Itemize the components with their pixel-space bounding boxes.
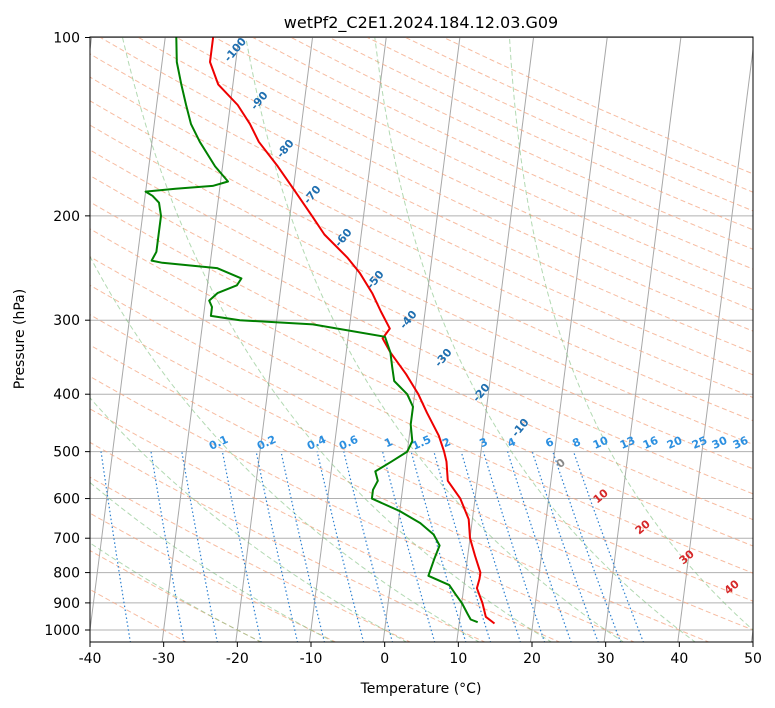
mixing-ratio-line bbox=[316, 451, 365, 642]
x-tick-label: 40 bbox=[670, 651, 688, 667]
y-tick-label: 400 bbox=[53, 387, 80, 403]
mixing-ratio-line bbox=[181, 451, 218, 642]
temperature-profile-line bbox=[209, 37, 496, 625]
dry-adiabat-line bbox=[90, 441, 486, 642]
x-tick-label: 30 bbox=[597, 651, 615, 667]
dry-adiabat-line bbox=[90, 228, 753, 547]
y-tick-label: 500 bbox=[53, 445, 80, 461]
isotherm-line bbox=[235, 37, 314, 642]
x-tick-label: 20 bbox=[523, 651, 541, 667]
dry-adiabat-line bbox=[90, 549, 262, 642]
x-axis: -40 -30 -20 -10 0 10 20 30 40 50 bbox=[79, 642, 762, 667]
mixing-ratio-label: 16 bbox=[641, 434, 661, 452]
y-tick-label: 600 bbox=[53, 492, 80, 508]
dry-adiabat-line bbox=[90, 149, 753, 470]
moist-adiabat-line bbox=[374, 37, 696, 642]
mixing-ratio-label: 10 bbox=[591, 434, 611, 452]
mixing-ratio-label: 30 bbox=[710, 434, 730, 452]
mixing-ratio-line bbox=[280, 451, 325, 642]
isotherm-line bbox=[90, 37, 166, 634]
y-tick-label: 1000 bbox=[44, 623, 80, 639]
isotherm-line bbox=[382, 37, 461, 642]
mixing-ratio-label: 13 bbox=[618, 434, 637, 452]
x-tick-label: -40 bbox=[79, 651, 102, 667]
isotherm-line bbox=[161, 37, 240, 642]
background-lines bbox=[90, 37, 753, 642]
mixing-ratio-line bbox=[531, 451, 599, 642]
y-tick-label: 800 bbox=[53, 566, 80, 582]
x-tick-label: -30 bbox=[152, 651, 175, 667]
x-tick-label: 50 bbox=[744, 651, 762, 667]
dry-adiabat-line bbox=[90, 201, 753, 521]
mixing-ratio-line bbox=[482, 451, 546, 642]
dry-adiabat-line bbox=[214, 37, 753, 290]
mixing-ratio-line bbox=[433, 451, 492, 642]
x-tick-label: 0 bbox=[380, 651, 389, 667]
dry-adiabat-line bbox=[176, 37, 753, 311]
dry-adiabat-line bbox=[100, 37, 753, 354]
y-axis: 100 200 300 400 500 600 700 800 900 1000 bbox=[44, 31, 90, 639]
dry-adiabat-line bbox=[90, 588, 188, 642]
y-axis-title: Pressure (hPa) bbox=[12, 289, 28, 389]
y-tick-label: 100 bbox=[53, 31, 80, 47]
mixing-ratio-line bbox=[552, 451, 622, 642]
mixing-ratio-line bbox=[382, 451, 436, 642]
isotherm-line bbox=[750, 626, 753, 642]
isotherm-line bbox=[677, 45, 753, 642]
plot-frame bbox=[89, 36, 754, 643]
y-tick-label: 900 bbox=[53, 596, 80, 612]
mixing-ratio-line bbox=[572, 451, 645, 642]
moist-adiabat-line bbox=[245, 37, 625, 642]
isotherm-line bbox=[529, 37, 608, 642]
mixing-ratio-line bbox=[221, 451, 262, 642]
dry-adiabat-line bbox=[90, 284, 753, 602]
mixing-ratio-label: 20 bbox=[665, 434, 685, 452]
dry-adiabat-line bbox=[90, 314, 753, 631]
dry-adiabat-line bbox=[90, 408, 561, 642]
mixing-ratio-line bbox=[100, 451, 131, 642]
mixing-ratio-line bbox=[343, 451, 394, 642]
y-tick-label: 700 bbox=[53, 531, 80, 547]
mixing-ratio-line bbox=[410, 451, 467, 642]
mixing-ratio-line bbox=[460, 451, 521, 642]
y-tick-label: 300 bbox=[53, 313, 80, 329]
moist-adiabat-line bbox=[90, 542, 262, 642]
moist-adiabat-line bbox=[90, 397, 408, 642]
mixing-ratio-line bbox=[507, 451, 572, 642]
x-tick-label: 10 bbox=[449, 651, 467, 667]
moist-adiabat-line bbox=[90, 255, 480, 642]
dry-adiabat-line bbox=[90, 124, 753, 445]
moist-adiabat-line bbox=[122, 37, 553, 642]
sounding-profiles bbox=[144, 37, 496, 625]
x-tick-label: -20 bbox=[226, 651, 249, 667]
dry-adiabat-line bbox=[138, 37, 753, 332]
x-tick-label: -10 bbox=[300, 651, 323, 667]
chart-title: wetPf2_C2E1.2024.184.12.03.G09 bbox=[284, 13, 558, 33]
dewpoint-profile-line bbox=[144, 37, 479, 624]
mixing-ratio-label: 25 bbox=[690, 434, 709, 452]
x-axis-title: Temperature (°C) bbox=[360, 681, 482, 697]
dry-adiabat-line bbox=[90, 476, 412, 642]
isotherm-line bbox=[456, 37, 535, 642]
y-tick-label: 200 bbox=[53, 209, 80, 225]
dry-adiabat-line bbox=[90, 175, 753, 495]
dry-adiabat-line bbox=[90, 375, 636, 642]
mixing-ratio-line bbox=[255, 451, 299, 642]
mixing-ratio-label: 36 bbox=[731, 434, 751, 452]
